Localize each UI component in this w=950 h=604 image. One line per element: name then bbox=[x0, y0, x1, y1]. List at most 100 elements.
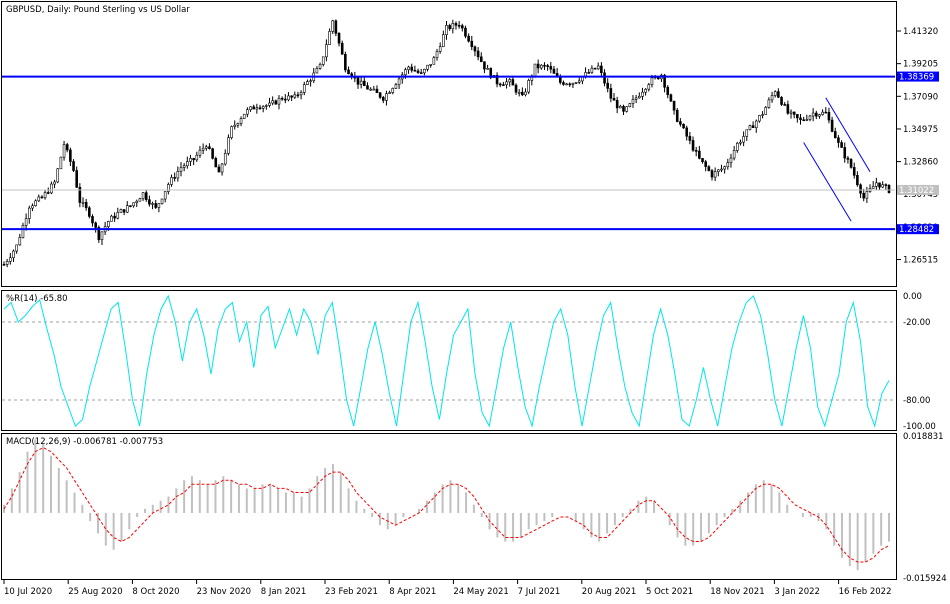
candle-body bbox=[470, 40, 474, 48]
candle-body bbox=[347, 69, 350, 75]
candle-body bbox=[113, 215, 116, 219]
candle-body bbox=[258, 107, 262, 110]
x-axis-label: 8 Apr 2021 bbox=[389, 587, 436, 597]
candle-body bbox=[663, 74, 666, 88]
candle-body bbox=[293, 94, 297, 98]
candle-body bbox=[27, 207, 31, 219]
candle-body bbox=[596, 65, 600, 70]
candle-body bbox=[647, 84, 651, 90]
candle-body bbox=[540, 64, 543, 69]
candle-body bbox=[204, 146, 208, 149]
candle-body bbox=[413, 69, 417, 72]
candle-body bbox=[619, 105, 622, 109]
price-axis-label: 1.39205 bbox=[903, 60, 938, 70]
candle-body bbox=[176, 171, 180, 179]
candle-body bbox=[830, 119, 834, 132]
candle-body bbox=[723, 166, 726, 170]
candle-body bbox=[514, 84, 518, 93]
candle-body bbox=[435, 51, 439, 59]
candle-body bbox=[717, 169, 720, 172]
candle-body bbox=[568, 83, 572, 86]
candle-body bbox=[805, 119, 809, 121]
candle-body bbox=[426, 64, 429, 70]
candle-body bbox=[189, 158, 192, 162]
candle-body bbox=[631, 99, 635, 104]
price-axis-label: 1.37090 bbox=[903, 92, 938, 102]
candle-body bbox=[9, 257, 12, 262]
candle-body bbox=[562, 82, 565, 85]
candle-body bbox=[751, 125, 755, 128]
candle-body bbox=[625, 106, 628, 112]
candle-body bbox=[50, 183, 53, 194]
x-axis-label: 8 Oct 2020 bbox=[132, 587, 179, 597]
candle-body bbox=[144, 192, 148, 200]
candle-body bbox=[37, 196, 41, 202]
x-axis-label: 23 Feb 2021 bbox=[325, 587, 378, 597]
price-series bbox=[2, 19, 895, 268]
candle-body bbox=[587, 72, 591, 74]
candle-body bbox=[284, 98, 287, 101]
candle-body bbox=[217, 166, 221, 173]
candle-body bbox=[366, 85, 369, 90]
candle-body bbox=[701, 158, 704, 163]
candle-body bbox=[445, 25, 448, 36]
macd-axis-label: -0.015924 bbox=[903, 574, 947, 584]
candle-body bbox=[40, 196, 44, 199]
wpr-axis-label: -20.00 bbox=[903, 318, 930, 328]
candle-body bbox=[464, 27, 467, 37]
candle-body bbox=[375, 88, 379, 94]
candle-body bbox=[773, 91, 777, 96]
candle-body bbox=[233, 124, 237, 127]
candle-body bbox=[442, 34, 445, 47]
candle-body bbox=[214, 158, 218, 168]
candle-body bbox=[157, 203, 161, 208]
candle-body bbox=[363, 80, 366, 86]
candle-body bbox=[261, 106, 265, 109]
candle-body bbox=[198, 149, 202, 156]
price-axis-label: 1.32860 bbox=[903, 158, 938, 168]
level-label-box bbox=[897, 224, 939, 235]
candle-body bbox=[729, 157, 733, 163]
candle-body bbox=[833, 131, 837, 139]
candle-body bbox=[75, 170, 78, 188]
candle-body bbox=[486, 68, 489, 70]
candle-body bbox=[679, 121, 682, 125]
level-label-box bbox=[897, 71, 939, 82]
x-axis-label: 16 Feb 2022 bbox=[839, 587, 892, 597]
candle-body bbox=[603, 72, 606, 84]
x-axis-label: 23 Nov 2020 bbox=[197, 587, 251, 597]
candle-body bbox=[875, 182, 878, 187]
candle-body bbox=[479, 56, 483, 62]
candle-body bbox=[31, 205, 34, 209]
candle-body bbox=[438, 46, 442, 52]
candle-body bbox=[761, 114, 764, 116]
candle-body bbox=[110, 215, 113, 222]
candle-body bbox=[344, 53, 347, 71]
candle-body bbox=[726, 162, 730, 168]
candle-body bbox=[306, 81, 309, 85]
candle-body bbox=[742, 136, 745, 143]
candle-body bbox=[91, 216, 94, 224]
candle-body bbox=[511, 79, 515, 86]
wpr-title: %R(14) -65.80 bbox=[6, 294, 68, 304]
candle-body bbox=[223, 153, 227, 165]
candle-body bbox=[483, 61, 486, 70]
candle-body bbox=[517, 91, 521, 94]
candle-body bbox=[230, 126, 233, 138]
candle-body bbox=[356, 77, 360, 85]
candle-body bbox=[577, 80, 581, 83]
candle-body bbox=[195, 154, 199, 161]
candle-body bbox=[24, 218, 28, 226]
wpr-axis-label: -100.00 bbox=[903, 422, 936, 432]
macd-title: MACD(12,26,9) -0.006781 -0.007753 bbox=[6, 437, 163, 447]
x-axis-label: 18 Nov 2021 bbox=[710, 587, 764, 597]
x-axis-label: 24 May 2021 bbox=[453, 587, 508, 597]
candle-body bbox=[856, 175, 859, 186]
candle-body bbox=[15, 244, 18, 252]
candle-body bbox=[536, 63, 540, 69]
macd-series bbox=[3, 439, 890, 571]
candle-body bbox=[739, 141, 742, 144]
candle-body bbox=[280, 97, 284, 100]
candle-body bbox=[385, 93, 388, 101]
